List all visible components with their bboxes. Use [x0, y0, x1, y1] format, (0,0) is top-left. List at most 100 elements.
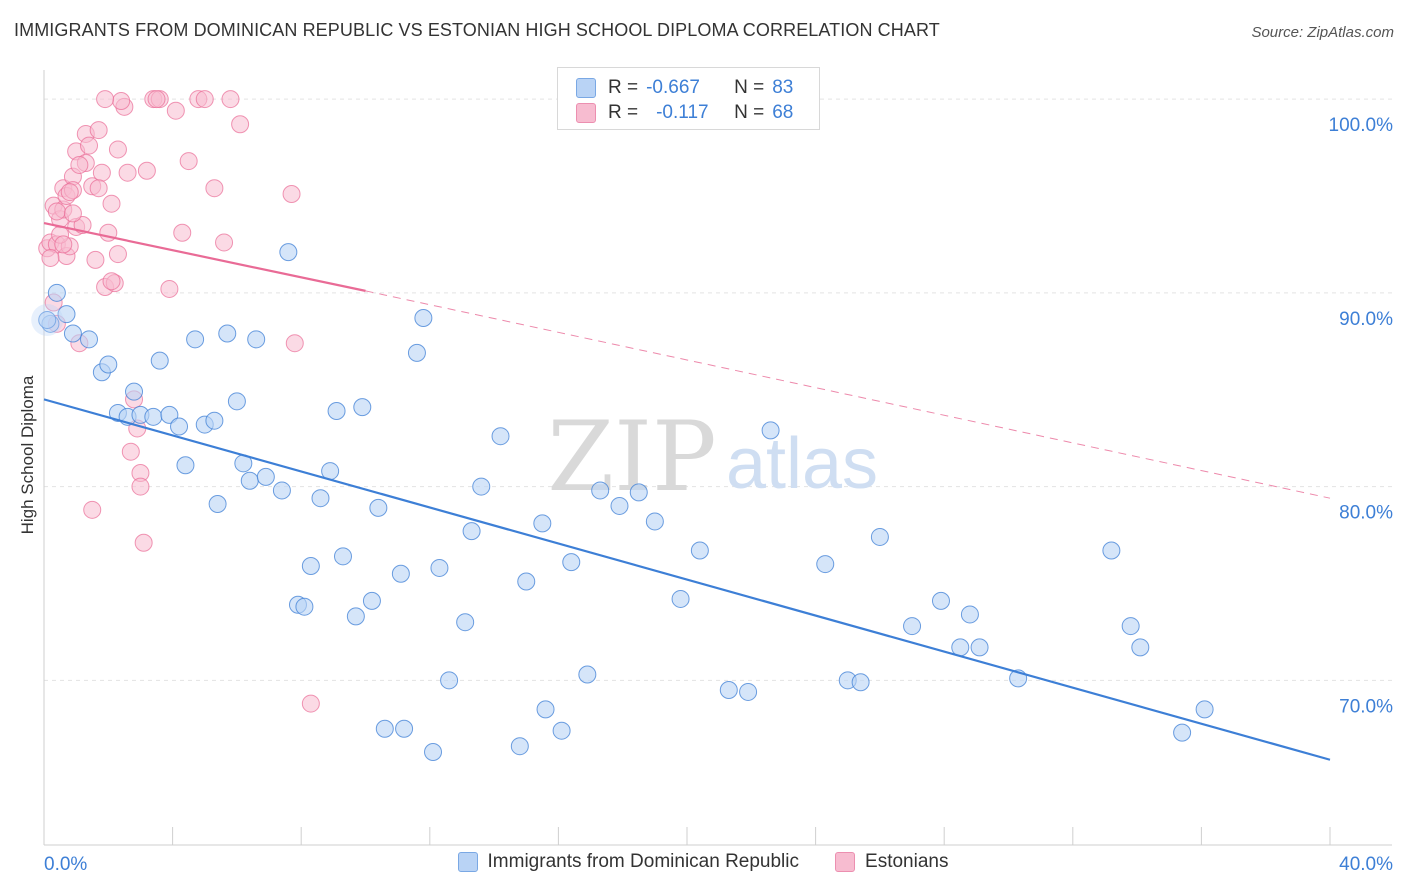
blue-r-value: -0.667: [646, 77, 700, 98]
dominican-point: [414, 309, 433, 327]
dominican-point: [227, 392, 246, 411]
estonians-point: [89, 179, 108, 198]
estonians-point: [108, 245, 127, 264]
dominican-point: [562, 553, 581, 572]
legend-item-estonians: Estonians: [835, 851, 948, 873]
dominican-point: [578, 665, 597, 684]
estonians-point: [205, 179, 224, 198]
axes: [43, 70, 1392, 846]
estonians-point: [121, 442, 140, 461]
dominican-point: [456, 613, 475, 632]
source-label: Source: ZipAtlas.com: [1251, 24, 1394, 41]
dominican-point: [327, 402, 346, 420]
estonians-point: [54, 235, 73, 254]
dominican-point: [440, 671, 459, 690]
estonians-point: [231, 115, 250, 134]
dominican-point: [395, 719, 414, 738]
dominican-point: [218, 324, 237, 343]
y-tick-label: 100.0%: [1329, 115, 1394, 136]
dominican-point: [931, 591, 950, 610]
estonians-trend-extension: [365, 290, 1331, 499]
gridlines: [44, 98, 1392, 681]
estonians-point: [41, 248, 60, 267]
estonians-point: [147, 90, 166, 109]
dominican-point: [57, 305, 76, 324]
pink-r-value: -0.117: [656, 102, 709, 123]
dominican-trend-line: [43, 398, 1331, 761]
estonians-point: [108, 140, 127, 159]
dominican-cluster: [31, 303, 64, 336]
dominican-point: [960, 605, 979, 624]
dominican-point: [870, 527, 889, 546]
dominican-point: [1195, 700, 1214, 719]
estonians-point: [86, 250, 105, 269]
estonians-point: [112, 92, 131, 110]
dominican-point: [176, 456, 195, 475]
dominican-point: [671, 589, 690, 608]
estonians-point: [282, 185, 301, 203]
estonians-trend-line: [43, 221, 366, 292]
estonians-point: [215, 233, 234, 252]
dominican-point: [430, 558, 449, 577]
trend-lines: [43, 221, 1331, 761]
legend: Immigrants from Dominican Republic Eston…: [0, 851, 1406, 873]
dominican-point: [510, 737, 529, 756]
dominican-point: [462, 522, 481, 541]
x-tick-label: 40.0%: [1339, 854, 1393, 875]
dominican-point: [761, 421, 780, 440]
dominican-point: [80, 330, 99, 349]
pink-swatch: [576, 103, 596, 123]
estonians-point: [134, 533, 153, 552]
estonians-point: [221, 90, 240, 109]
estonians-points: [38, 90, 320, 713]
pink-r-label: R =: [608, 102, 639, 123]
blue-r-label: R =: [608, 77, 639, 98]
dominican-point: [552, 721, 571, 740]
dominican-point: [186, 330, 205, 349]
dominican-point: [1121, 617, 1140, 636]
dominican-point: [150, 351, 169, 370]
estonians-point: [83, 500, 102, 519]
dominican-point: [362, 591, 381, 610]
watermark-atlas: atlas: [726, 424, 878, 504]
estonians-point: [301, 694, 320, 713]
estonians-point: [160, 279, 179, 298]
dominican-point: [208, 495, 227, 513]
dominican-point: [247, 330, 266, 349]
blue-swatch: [576, 78, 596, 98]
estonians-point: [102, 272, 121, 291]
dominican-point: [170, 417, 189, 436]
estonians-point: [166, 101, 185, 120]
dominican-point: [690, 541, 709, 560]
dominican-point: [279, 243, 298, 262]
dominican-point: [424, 743, 443, 761]
estonians-point: [118, 163, 137, 182]
dominican-point: [295, 597, 314, 616]
dominican-point: [816, 555, 835, 574]
dominican-point: [719, 681, 738, 699]
estonians-point: [137, 161, 156, 180]
stats-row-pink: R = -0.117 N = 68: [576, 101, 793, 125]
estonians-point: [63, 204, 82, 223]
dominican-point: [472, 477, 491, 496]
estonians-point: [96, 90, 115, 109]
tick-labels: 70.0% 80.0% 90.0% 100.0% 0.0% 40.0%: [44, 115, 1393, 875]
dominican-point: [369, 498, 388, 517]
legend-blue-swatch: [457, 852, 478, 872]
dominican-point: [533, 514, 552, 533]
estonians-point: [92, 163, 111, 182]
dominican-point: [38, 310, 57, 329]
chart-title: IMMIGRANTS FROM DOMINICAN REPUBLIC VS ES…: [14, 20, 940, 40]
dominican-point: [301, 557, 320, 575]
estonians-point: [102, 194, 121, 213]
dominican-point: [629, 483, 648, 502]
dominican-point: [99, 355, 118, 374]
dominican-point: [353, 398, 372, 417]
y-tick-label: 90.0%: [1339, 309, 1393, 330]
dominican-point: [311, 489, 330, 508]
dominican-point: [256, 467, 275, 486]
dominican-point: [272, 481, 291, 500]
dominican-points: [31, 243, 1214, 761]
legend-dominican-label: Immigrants from Dominican Republic: [487, 851, 800, 872]
